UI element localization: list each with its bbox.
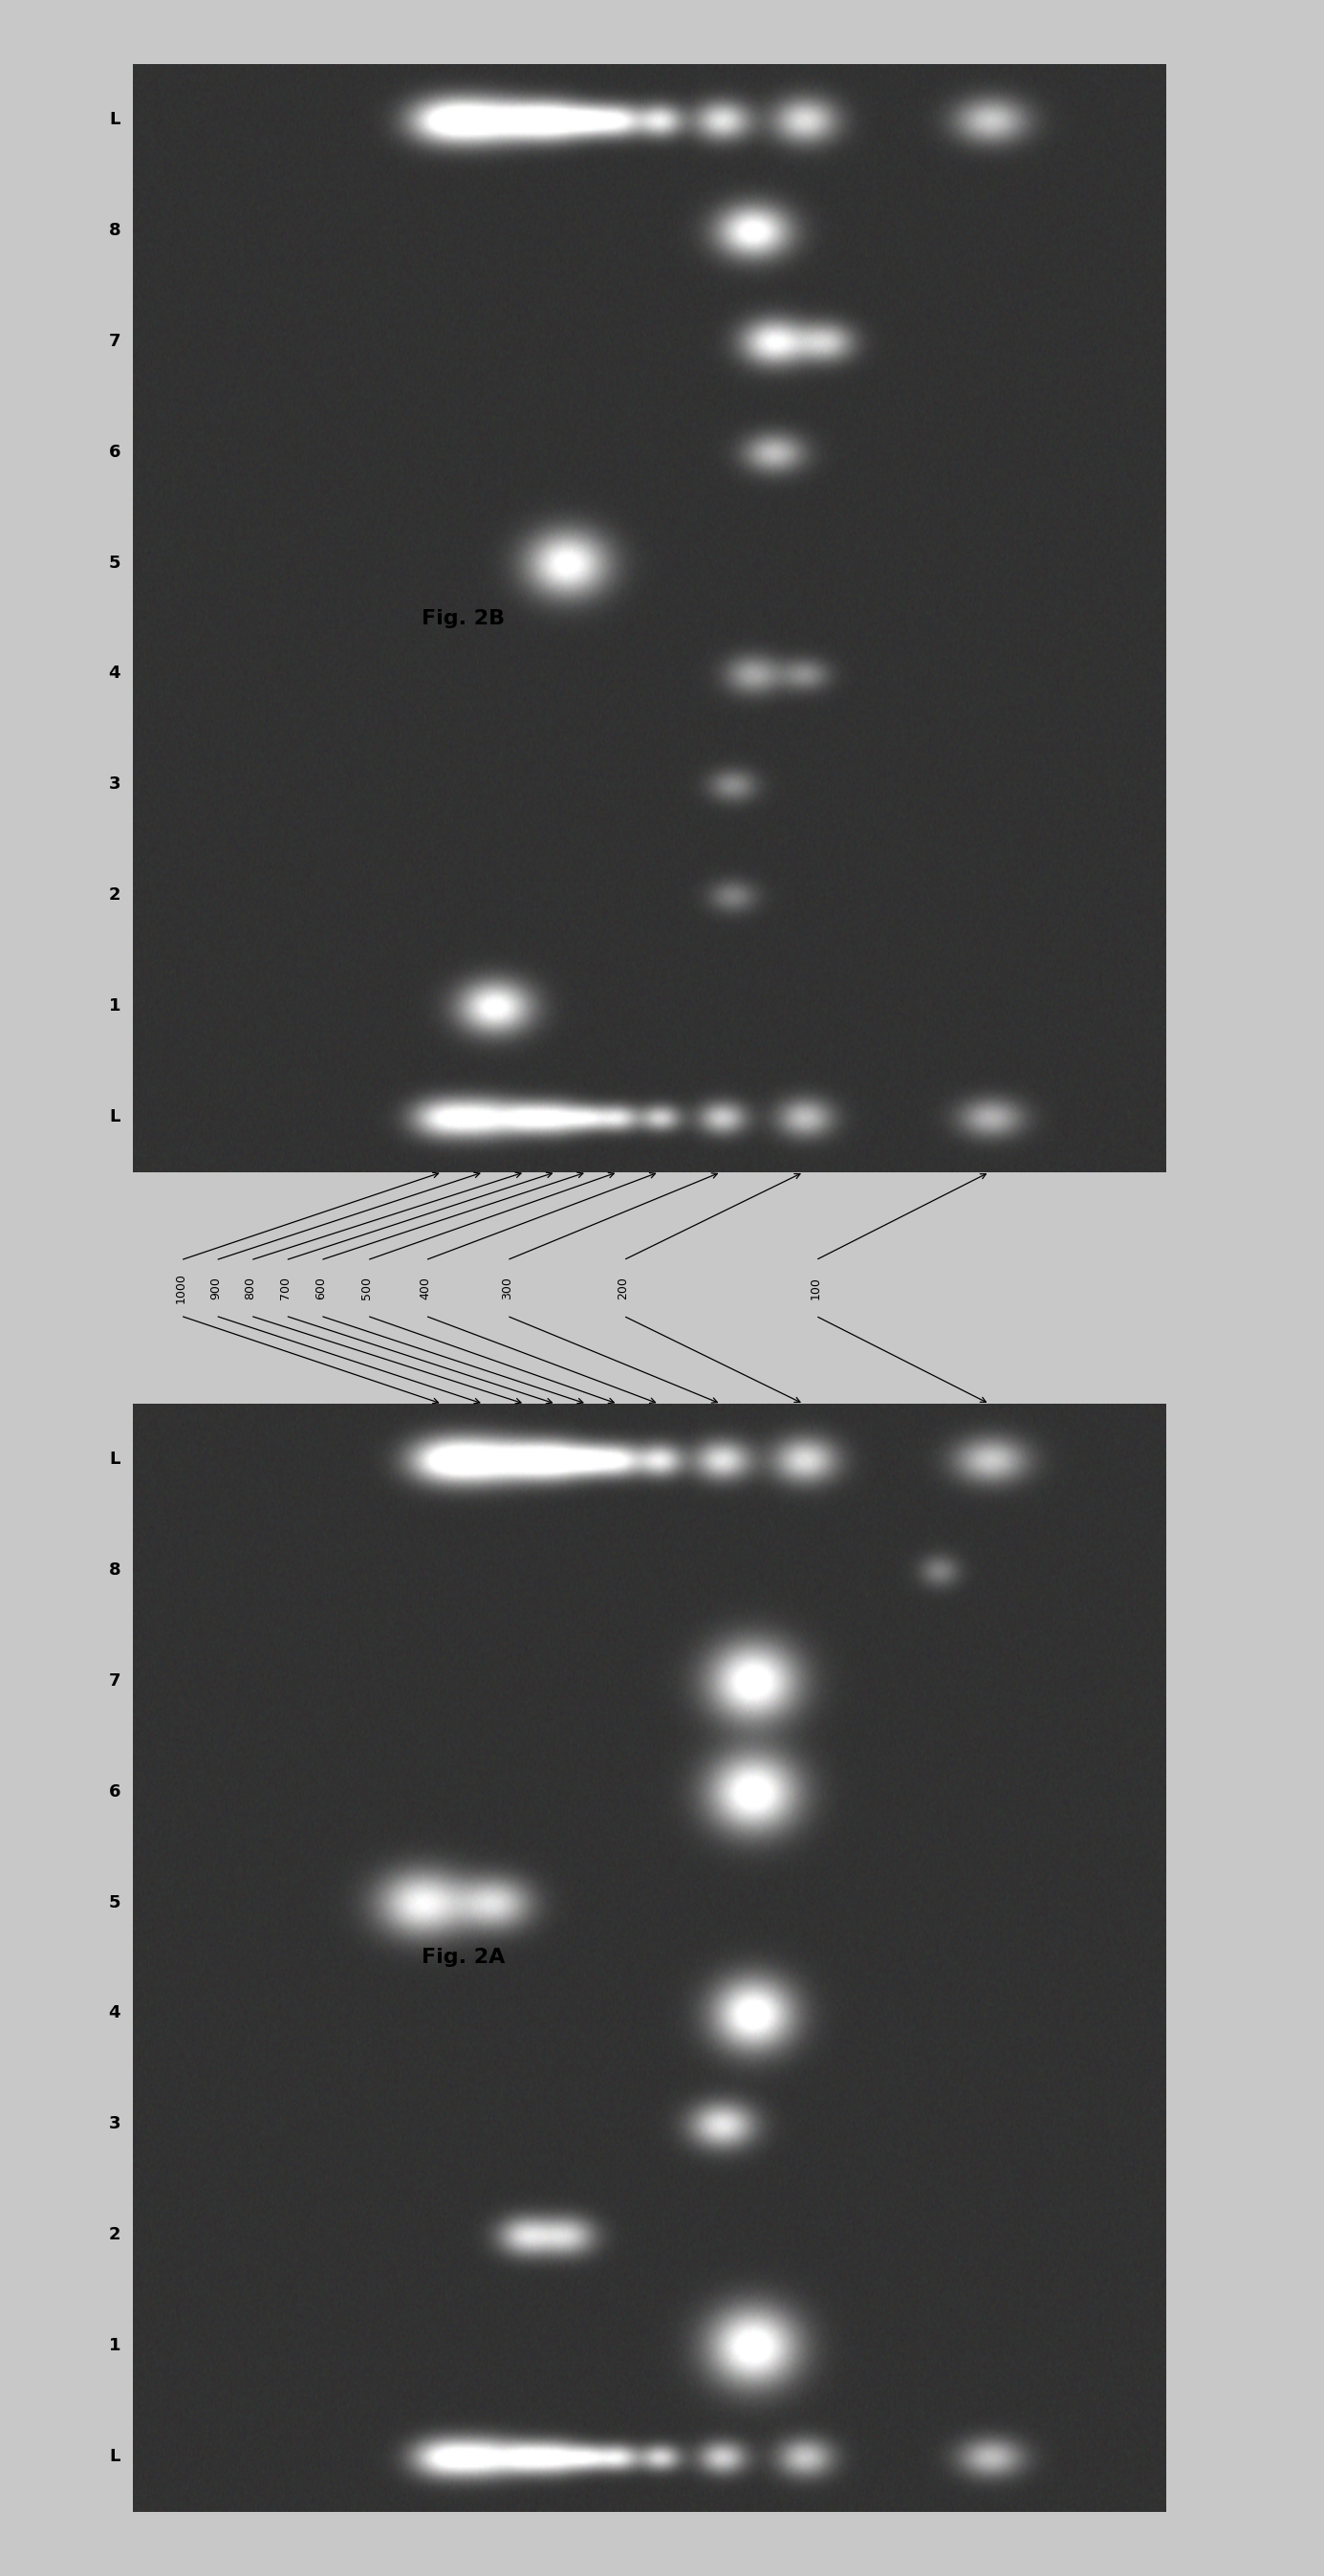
Text: 2: 2 xyxy=(109,2226,120,2244)
Text: 8: 8 xyxy=(109,222,120,240)
Text: 4: 4 xyxy=(109,665,120,683)
Text: 1000: 1000 xyxy=(175,1273,187,1303)
Text: 3: 3 xyxy=(109,775,120,793)
Text: 1: 1 xyxy=(109,2336,120,2354)
Text: 200: 200 xyxy=(617,1278,629,1298)
Text: 100: 100 xyxy=(809,1278,822,1298)
Text: L: L xyxy=(110,1108,120,1126)
Text: Fig. 2B: Fig. 2B xyxy=(422,608,504,629)
Text: 4: 4 xyxy=(109,2004,120,2022)
Text: Fig. 2A: Fig. 2A xyxy=(421,1947,506,1968)
Text: 7: 7 xyxy=(109,332,120,350)
Text: L: L xyxy=(110,1450,120,1468)
Text: 8: 8 xyxy=(109,1561,120,1579)
Text: 6: 6 xyxy=(109,1783,120,1801)
Text: 700: 700 xyxy=(279,1278,291,1298)
Text: 500: 500 xyxy=(361,1278,373,1298)
Text: 600: 600 xyxy=(314,1278,327,1298)
Text: L: L xyxy=(110,111,120,129)
Text: 900: 900 xyxy=(209,1278,221,1298)
Text: 3: 3 xyxy=(109,2115,120,2133)
Text: 2: 2 xyxy=(109,886,120,904)
Text: 1: 1 xyxy=(109,997,120,1015)
Text: 5: 5 xyxy=(109,1893,120,1911)
Text: 6: 6 xyxy=(109,443,120,461)
Text: L: L xyxy=(110,2447,120,2465)
Text: 5: 5 xyxy=(109,554,120,572)
Text: 300: 300 xyxy=(500,1278,512,1298)
Text: 800: 800 xyxy=(245,1278,257,1298)
Text: 7: 7 xyxy=(109,1672,120,1690)
Text: 400: 400 xyxy=(420,1278,432,1298)
